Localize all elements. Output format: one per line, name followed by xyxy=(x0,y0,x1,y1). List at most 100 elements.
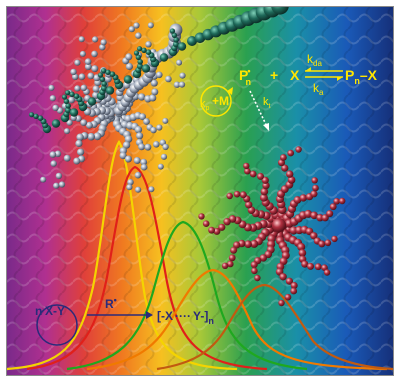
gray-bead xyxy=(58,181,66,188)
teal-backbone-bead xyxy=(187,36,197,46)
red-bead xyxy=(250,261,258,269)
gray-bead xyxy=(91,50,98,58)
gray-bead xyxy=(66,119,73,126)
gray-bead xyxy=(133,22,140,29)
red-curve xyxy=(26,165,268,371)
polymerization-scheme: n X-Y R• [-X ···· Y-]n xyxy=(35,295,214,346)
teal-side-bead xyxy=(97,72,104,78)
red-bead xyxy=(299,194,307,202)
teal-side-bead xyxy=(173,41,179,48)
red-bead xyxy=(297,242,306,251)
gray-bead xyxy=(135,32,142,39)
red-bead xyxy=(339,197,346,205)
red-bead xyxy=(228,254,236,262)
gray-bead xyxy=(52,104,59,112)
gray-bead xyxy=(40,176,47,183)
red-bead xyxy=(323,269,331,276)
monomer-count: n xyxy=(35,304,42,318)
teal-backbone-bead xyxy=(123,75,133,84)
atrp-illustration: P• n + X kda ka Pn–X kp +M kt xyxy=(6,6,394,376)
gray-bead xyxy=(134,126,143,134)
teal-side-bead xyxy=(137,59,143,65)
gray-bead xyxy=(87,72,95,80)
red-bead xyxy=(281,164,289,172)
teal-backbone-bead xyxy=(51,119,61,128)
kt-label: kt xyxy=(263,96,271,110)
dormant-species: Pn–X xyxy=(345,67,378,86)
red-bead xyxy=(230,246,238,254)
gray-bead xyxy=(80,119,88,126)
red-bead xyxy=(251,267,258,275)
kda-label: kda xyxy=(307,52,322,68)
red-bead xyxy=(208,226,216,234)
gray-bead xyxy=(70,68,77,76)
gray-bead xyxy=(143,118,150,125)
teal-side-bead xyxy=(101,81,107,87)
red-bead xyxy=(286,170,294,178)
gray-bead xyxy=(53,182,60,189)
gray-bead xyxy=(91,65,99,73)
teal-side-bead xyxy=(141,47,147,53)
teal-side-bead xyxy=(101,68,107,74)
gray-bead xyxy=(100,39,107,46)
red-bead xyxy=(333,198,341,205)
red-bead xyxy=(321,264,328,272)
gray-bead xyxy=(156,71,163,79)
red-bead xyxy=(254,274,261,282)
red-bead xyxy=(202,220,210,227)
gray-bead xyxy=(74,59,81,66)
red-bead xyxy=(198,213,205,220)
gray-bead xyxy=(64,128,70,135)
gray-bead xyxy=(87,132,95,141)
atrp-equilibrium-scheme: P• n + X kda ka Pn–X kp +M kt xyxy=(200,52,378,132)
gray-bead xyxy=(72,73,79,81)
red-bead xyxy=(261,176,269,184)
distribution-curves xyxy=(7,140,393,371)
brown-curve xyxy=(156,283,393,371)
gray-bead xyxy=(135,186,142,193)
gray-bead xyxy=(157,163,164,170)
teal-side-bead xyxy=(61,94,68,100)
gray-bead xyxy=(122,141,131,149)
teal-side-bead xyxy=(135,54,142,60)
red-bead xyxy=(293,196,302,204)
teal-side-bead xyxy=(33,113,39,120)
gray-bead xyxy=(134,171,142,179)
gray-bead xyxy=(151,88,159,96)
red-bead xyxy=(321,214,329,222)
reaction-arrow xyxy=(87,311,153,319)
gray-bead xyxy=(49,151,57,158)
gray-bead xyxy=(147,22,154,29)
red-bead xyxy=(245,201,253,209)
teal-side-bead xyxy=(37,115,44,121)
gray-bead xyxy=(92,85,100,93)
teal-side-bead xyxy=(65,103,71,109)
plus-sign: + xyxy=(270,67,278,83)
teal-backbone-bead xyxy=(87,97,97,106)
gray-bead xyxy=(48,84,55,91)
green-curve xyxy=(66,220,308,371)
teal-side-bead xyxy=(69,91,75,98)
gray-bead xyxy=(133,157,141,164)
teal-side-bead xyxy=(137,46,143,52)
gray-bead xyxy=(150,79,158,87)
gray-bead xyxy=(55,172,63,180)
gray-bead xyxy=(137,93,146,101)
orange-curve xyxy=(86,268,388,371)
gray-bead xyxy=(92,36,99,43)
gray-bead xyxy=(140,158,148,166)
teal-side-bead xyxy=(145,49,152,55)
initiator-label: R• xyxy=(105,295,117,311)
gray-bead xyxy=(160,153,168,160)
propagation-loop xyxy=(200,85,233,117)
red-bead xyxy=(233,241,241,249)
teal-backbone-bead xyxy=(271,7,289,15)
teal-side-bead xyxy=(65,107,71,114)
equilibrium-arrows xyxy=(305,67,343,81)
gray-bead xyxy=(54,150,62,158)
monomer-label: +M xyxy=(212,94,229,108)
red-bead xyxy=(249,170,257,178)
red-bead xyxy=(244,240,252,248)
teal-backbone-bead xyxy=(141,64,151,73)
gray-bead xyxy=(126,184,133,191)
